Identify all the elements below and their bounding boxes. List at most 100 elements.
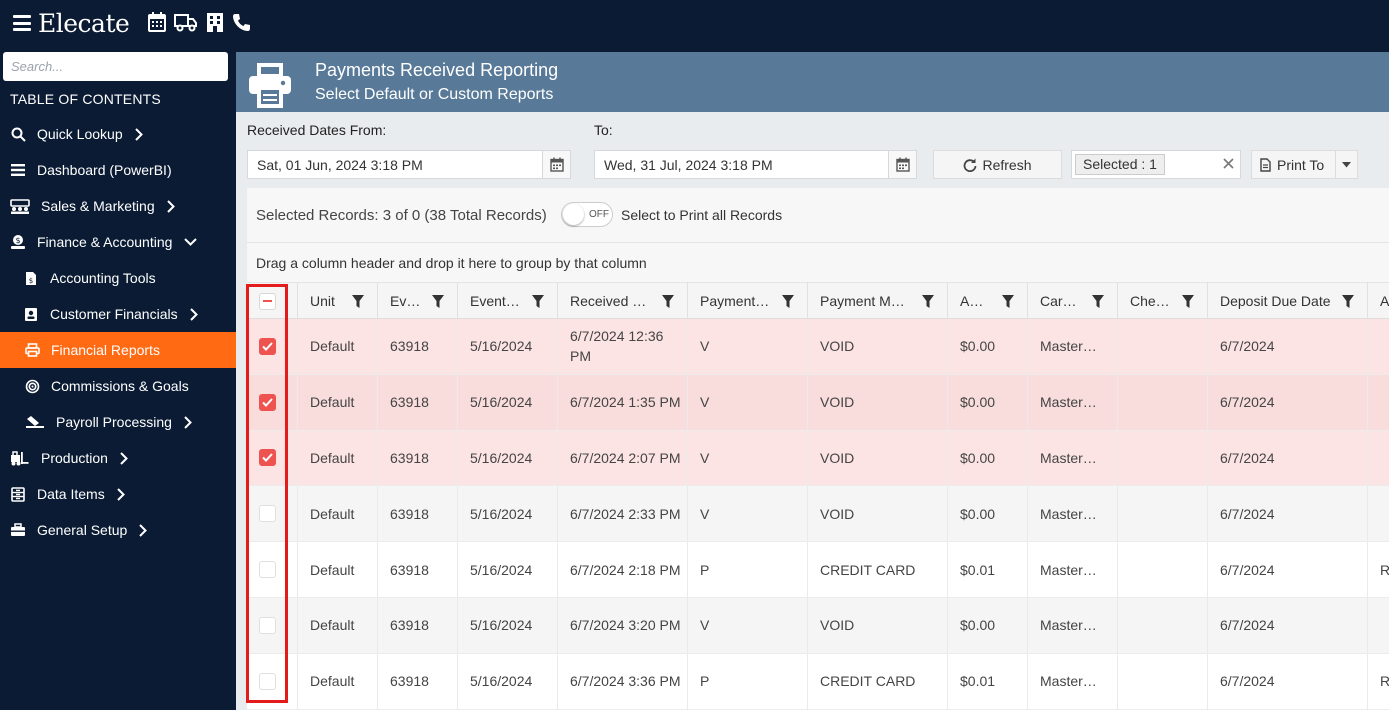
- filter-icon[interactable]: [657, 293, 679, 309]
- column-header-check[interactable]: Che…: [1118, 283, 1208, 319]
- row-checkbox[interactable]: [259, 505, 276, 523]
- column-header-payment-method[interactable]: Payment M…: [808, 283, 948, 319]
- filter-icon[interactable]: [997, 293, 1019, 309]
- sidebar-item-label: Data Items: [37, 486, 105, 502]
- cell-unit: Default: [298, 653, 378, 709]
- cell-event: 63918: [378, 486, 458, 542]
- column-header-event[interactable]: Ev…: [378, 283, 458, 319]
- sidebar-item-accounting-tools[interactable]: $ Accounting Tools: [0, 260, 236, 296]
- table-row[interactable]: Default 63918 5/16/2024 6/7/2024 2:33 PM V VO…: [247, 486, 1389, 543]
- column-header-unit[interactable]: Unit: [298, 283, 378, 319]
- cell-received-date: 6/7/2024 2:33 PM: [558, 486, 688, 542]
- sidebar-item-quick-lookup[interactable]: Quick Lookup: [0, 116, 236, 152]
- filter-icon[interactable]: [1337, 293, 1359, 309]
- row-checkbox[interactable]: [259, 561, 276, 579]
- sidebar-item-finance-accounting[interactable]: $ Finance & Accounting: [0, 224, 236, 260]
- cell-check: [1118, 653, 1208, 709]
- cell-event: 63918: [378, 598, 458, 653]
- column-header-label: Car…: [1040, 293, 1077, 309]
- to-date-input[interactable]: Wed, 31 Jul, 2024 3:18 PM: [594, 150, 917, 179]
- cell-payment-method: VOID: [808, 598, 948, 653]
- calendar-icon[interactable]: [888, 151, 916, 178]
- row-select-cell: [247, 653, 298, 709]
- to-date-value: Wed, 31 Jul, 2024 3:18 PM: [604, 156, 773, 173]
- print-to-button[interactable]: Print To: [1251, 150, 1358, 179]
- row-select-cell: [247, 430, 298, 486]
- row-checkbox[interactable]: [259, 672, 276, 690]
- table-row[interactable]: Default 63918 5/16/2024 6/7/2024 3:36 PM P CR…: [247, 653, 1389, 710]
- column-header-received-date[interactable]: Received …: [558, 283, 688, 319]
- calendar-icon[interactable]: [542, 151, 570, 178]
- table-row[interactable]: Default 63918 5/16/2024 6/7/2024 2:18 PM P CR…: [247, 542, 1389, 598]
- dropdown-caret-icon[interactable]: [1335, 151, 1357, 178]
- filter-icon[interactable]: [527, 293, 549, 309]
- document-icon: [1260, 157, 1271, 172]
- chevron-right-icon: [189, 306, 200, 322]
- top-icons: [148, 12, 252, 34]
- column-header-label: Received …: [570, 293, 647, 309]
- cell-received-date: 6/7/2024 2:07 PM: [558, 430, 688, 486]
- from-date-input[interactable]: Sat, 01 Jun, 2024 3:18 PM: [247, 150, 571, 179]
- sidebar-item-financial-reports[interactable]: Financial Reports: [0, 332, 236, 368]
- row-checkbox[interactable]: [259, 393, 276, 411]
- cell-event: 63918: [378, 653, 458, 709]
- selected-chip: Selected : 1: [1075, 154, 1165, 175]
- sidebar-item-commissions-goals[interactable]: Commissions & Goals: [0, 368, 236, 404]
- table-row[interactable]: Default 63918 5/16/2024 6/7/2024 12:36 PM V V…: [247, 319, 1389, 375]
- column-header-event-date[interactable]: Event…: [458, 283, 558, 319]
- sidebar-item-customer-financials[interactable]: Customer Financials: [0, 296, 236, 332]
- filter-icon[interactable]: [917, 293, 939, 309]
- cell-payment-method: CREDIT CARD: [808, 542, 948, 597]
- menu-icon[interactable]: [13, 15, 31, 31]
- app-logo[interactable]: Elecate: [38, 9, 130, 38]
- building-icon[interactable]: [206, 12, 226, 34]
- sidebar-item-payroll-processing[interactable]: Payroll Processing: [0, 404, 236, 440]
- sidebar-item-label: General Setup: [37, 522, 128, 538]
- sidebar-item-dashboard[interactable]: Dashboard (PowerBI): [0, 152, 236, 188]
- sidebar-item-label: Dashboard (PowerBI): [37, 162, 172, 178]
- cell-unit: Default: [298, 598, 378, 653]
- people-icon: [9, 197, 31, 215]
- table-row[interactable]: Default 63918 5/16/2024 6/7/2024 2:07 PM V VO…: [247, 430, 1389, 487]
- table-row[interactable]: Default 63918 5/16/2024 6/7/2024 3:20 PM V VO…: [247, 598, 1389, 654]
- row-checkbox[interactable]: [259, 616, 276, 634]
- cell-amount: $0.01: [948, 653, 1028, 709]
- filter-icon[interactable]: [1087, 293, 1109, 309]
- cell-check: [1118, 374, 1208, 430]
- sidebar-item-label: Finance & Accounting: [37, 234, 173, 250]
- selected-report-select[interactable]: Selected : 1: [1071, 150, 1241, 179]
- sidebar-item-data-items[interactable]: Data Items: [0, 476, 236, 512]
- filter-icon[interactable]: [347, 293, 369, 309]
- main-content: Payments Received Reporting Select Defau…: [236, 52, 1389, 710]
- column-header-card-type[interactable]: Car…: [1028, 283, 1118, 319]
- column-header-amount[interactable]: A…: [948, 283, 1028, 319]
- print-all-toggle[interactable]: OFF: [561, 202, 613, 227]
- column-header-extra[interactable]: A: [1368, 283, 1389, 319]
- phone-icon[interactable]: [232, 12, 252, 34]
- filter-icon[interactable]: [427, 293, 449, 309]
- group-by-bar[interactable]: Drag a column header and drop it here to…: [247, 243, 1389, 283]
- search-input[interactable]: [3, 52, 228, 81]
- column-header-payment-type[interactable]: Payment…: [688, 283, 808, 319]
- filter-icon[interactable]: [1177, 293, 1199, 309]
- close-icon[interactable]: [1223, 156, 1234, 174]
- contact-card-icon: [22, 305, 40, 323]
- cell-payment-type: V: [688, 486, 808, 542]
- from-date-value: Sat, 01 Jun, 2024 3:18 PM: [257, 156, 423, 173]
- table-row[interactable]: Default 63918 5/16/2024 6/7/2024 1:35 PM V VO…: [247, 374, 1389, 431]
- sidebar-item-sales-marketing[interactable]: Sales & Marketing: [0, 188, 236, 224]
- column-header-label: Deposit Due Date: [1220, 293, 1331, 309]
- row-checkbox[interactable]: [259, 449, 276, 467]
- column-header-deposit-due-date[interactable]: Deposit Due Date: [1208, 283, 1368, 319]
- chevron-right-icon: [184, 414, 194, 430]
- filter-icon[interactable]: [777, 293, 799, 309]
- row-checkbox[interactable]: [259, 337, 276, 355]
- cell-unit: Default: [298, 430, 378, 486]
- truck-icon[interactable]: [174, 12, 200, 34]
- calendar-icon[interactable]: [148, 12, 168, 34]
- sidebar-item-general-setup[interactable]: General Setup: [0, 512, 236, 548]
- refresh-button[interactable]: Refresh: [933, 150, 1062, 179]
- select-all-checkbox[interactable]: [259, 292, 276, 310]
- cell-extra: [1368, 375, 1389, 430]
- sidebar-item-production[interactable]: Production: [0, 440, 236, 476]
